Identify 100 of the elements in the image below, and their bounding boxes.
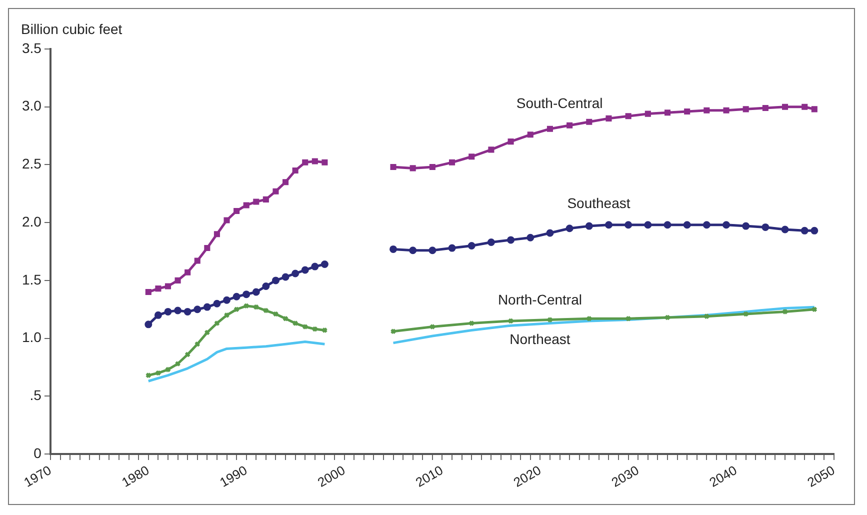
point bbox=[242, 290, 250, 298]
point bbox=[322, 327, 328, 334]
point bbox=[224, 217, 230, 224]
point bbox=[282, 273, 290, 281]
point bbox=[742, 106, 749, 112]
point bbox=[782, 308, 788, 315]
point bbox=[800, 226, 808, 234]
y-tick-label: 3.5 bbox=[22, 40, 42, 56]
series-label: South-Central bbox=[516, 95, 603, 112]
point bbox=[782, 104, 788, 110]
x-tick-label: 1990 bbox=[217, 462, 250, 490]
point bbox=[702, 221, 710, 229]
y-tick-label: 1.5 bbox=[22, 271, 42, 288]
point bbox=[301, 266, 309, 274]
point bbox=[253, 304, 260, 310]
point bbox=[282, 179, 289, 186]
x-tick-label: 2010 bbox=[412, 462, 446, 490]
point bbox=[585, 222, 593, 230]
point bbox=[145, 289, 152, 296]
point bbox=[262, 282, 270, 290]
point bbox=[742, 310, 749, 318]
point bbox=[546, 229, 554, 237]
point bbox=[302, 324, 308, 330]
point bbox=[410, 165, 416, 172]
point bbox=[194, 341, 200, 348]
point bbox=[488, 146, 494, 153]
point bbox=[468, 242, 476, 250]
point bbox=[203, 303, 211, 311]
point bbox=[184, 269, 191, 276]
y-tick-label: 2.5 bbox=[22, 156, 42, 172]
point bbox=[586, 118, 592, 125]
point bbox=[155, 286, 162, 292]
point bbox=[644, 110, 651, 117]
point bbox=[684, 108, 690, 115]
point bbox=[468, 154, 475, 160]
point bbox=[262, 308, 269, 314]
point bbox=[810, 226, 818, 234]
point bbox=[282, 316, 289, 322]
x-tick-label: 2050 bbox=[804, 462, 838, 490]
point bbox=[184, 308, 192, 316]
point bbox=[154, 311, 162, 319]
point bbox=[204, 330, 210, 336]
point bbox=[204, 245, 210, 252]
point bbox=[312, 158, 318, 164]
point bbox=[194, 306, 202, 314]
x-tick-label: 1970 bbox=[21, 462, 54, 490]
y-tick-label: 3.0 bbox=[22, 98, 42, 114]
point bbox=[243, 302, 250, 309]
point bbox=[604, 221, 612, 229]
series-label: Southeast bbox=[567, 194, 630, 211]
point bbox=[762, 105, 768, 112]
point bbox=[644, 221, 652, 229]
point bbox=[390, 245, 398, 253]
point bbox=[566, 224, 574, 232]
point bbox=[487, 238, 495, 246]
point bbox=[664, 314, 671, 320]
point bbox=[320, 260, 328, 268]
series-label: Northeast bbox=[510, 331, 570, 348]
point bbox=[722, 221, 730, 229]
point bbox=[234, 208, 240, 214]
point bbox=[214, 231, 220, 238]
point bbox=[252, 288, 260, 296]
point bbox=[428, 246, 436, 254]
point bbox=[508, 318, 514, 324]
point bbox=[322, 159, 328, 166]
point bbox=[625, 316, 632, 322]
point bbox=[664, 221, 672, 229]
point bbox=[526, 234, 534, 242]
x-tick-label: 2040 bbox=[706, 462, 740, 490]
point bbox=[811, 106, 818, 112]
point bbox=[214, 320, 220, 326]
point bbox=[625, 113, 632, 120]
point bbox=[262, 196, 269, 202]
point bbox=[164, 308, 172, 316]
point bbox=[683, 221, 691, 229]
point bbox=[164, 366, 172, 373]
point bbox=[664, 110, 671, 116]
y-tick-label: 2.0 bbox=[22, 213, 42, 230]
x-tick-label: 2030 bbox=[608, 462, 642, 490]
point bbox=[429, 164, 436, 170]
point bbox=[213, 300, 221, 308]
point bbox=[234, 306, 240, 312]
y-tick-label: 0 bbox=[34, 444, 42, 461]
point bbox=[390, 164, 396, 170]
point bbox=[448, 244, 456, 252]
point bbox=[723, 107, 730, 114]
point bbox=[292, 320, 298, 326]
x-tick-label: 2020 bbox=[510, 462, 544, 490]
point bbox=[164, 283, 172, 290]
point bbox=[224, 312, 230, 318]
point bbox=[624, 221, 632, 229]
point bbox=[292, 167, 298, 174]
point bbox=[184, 351, 191, 358]
point bbox=[243, 202, 250, 208]
y-tick-label: .5 bbox=[30, 387, 42, 404]
point bbox=[507, 236, 515, 244]
x-tick-label: 1980 bbox=[119, 462, 152, 490]
point bbox=[409, 246, 417, 254]
point bbox=[802, 104, 808, 110]
point bbox=[390, 328, 396, 334]
